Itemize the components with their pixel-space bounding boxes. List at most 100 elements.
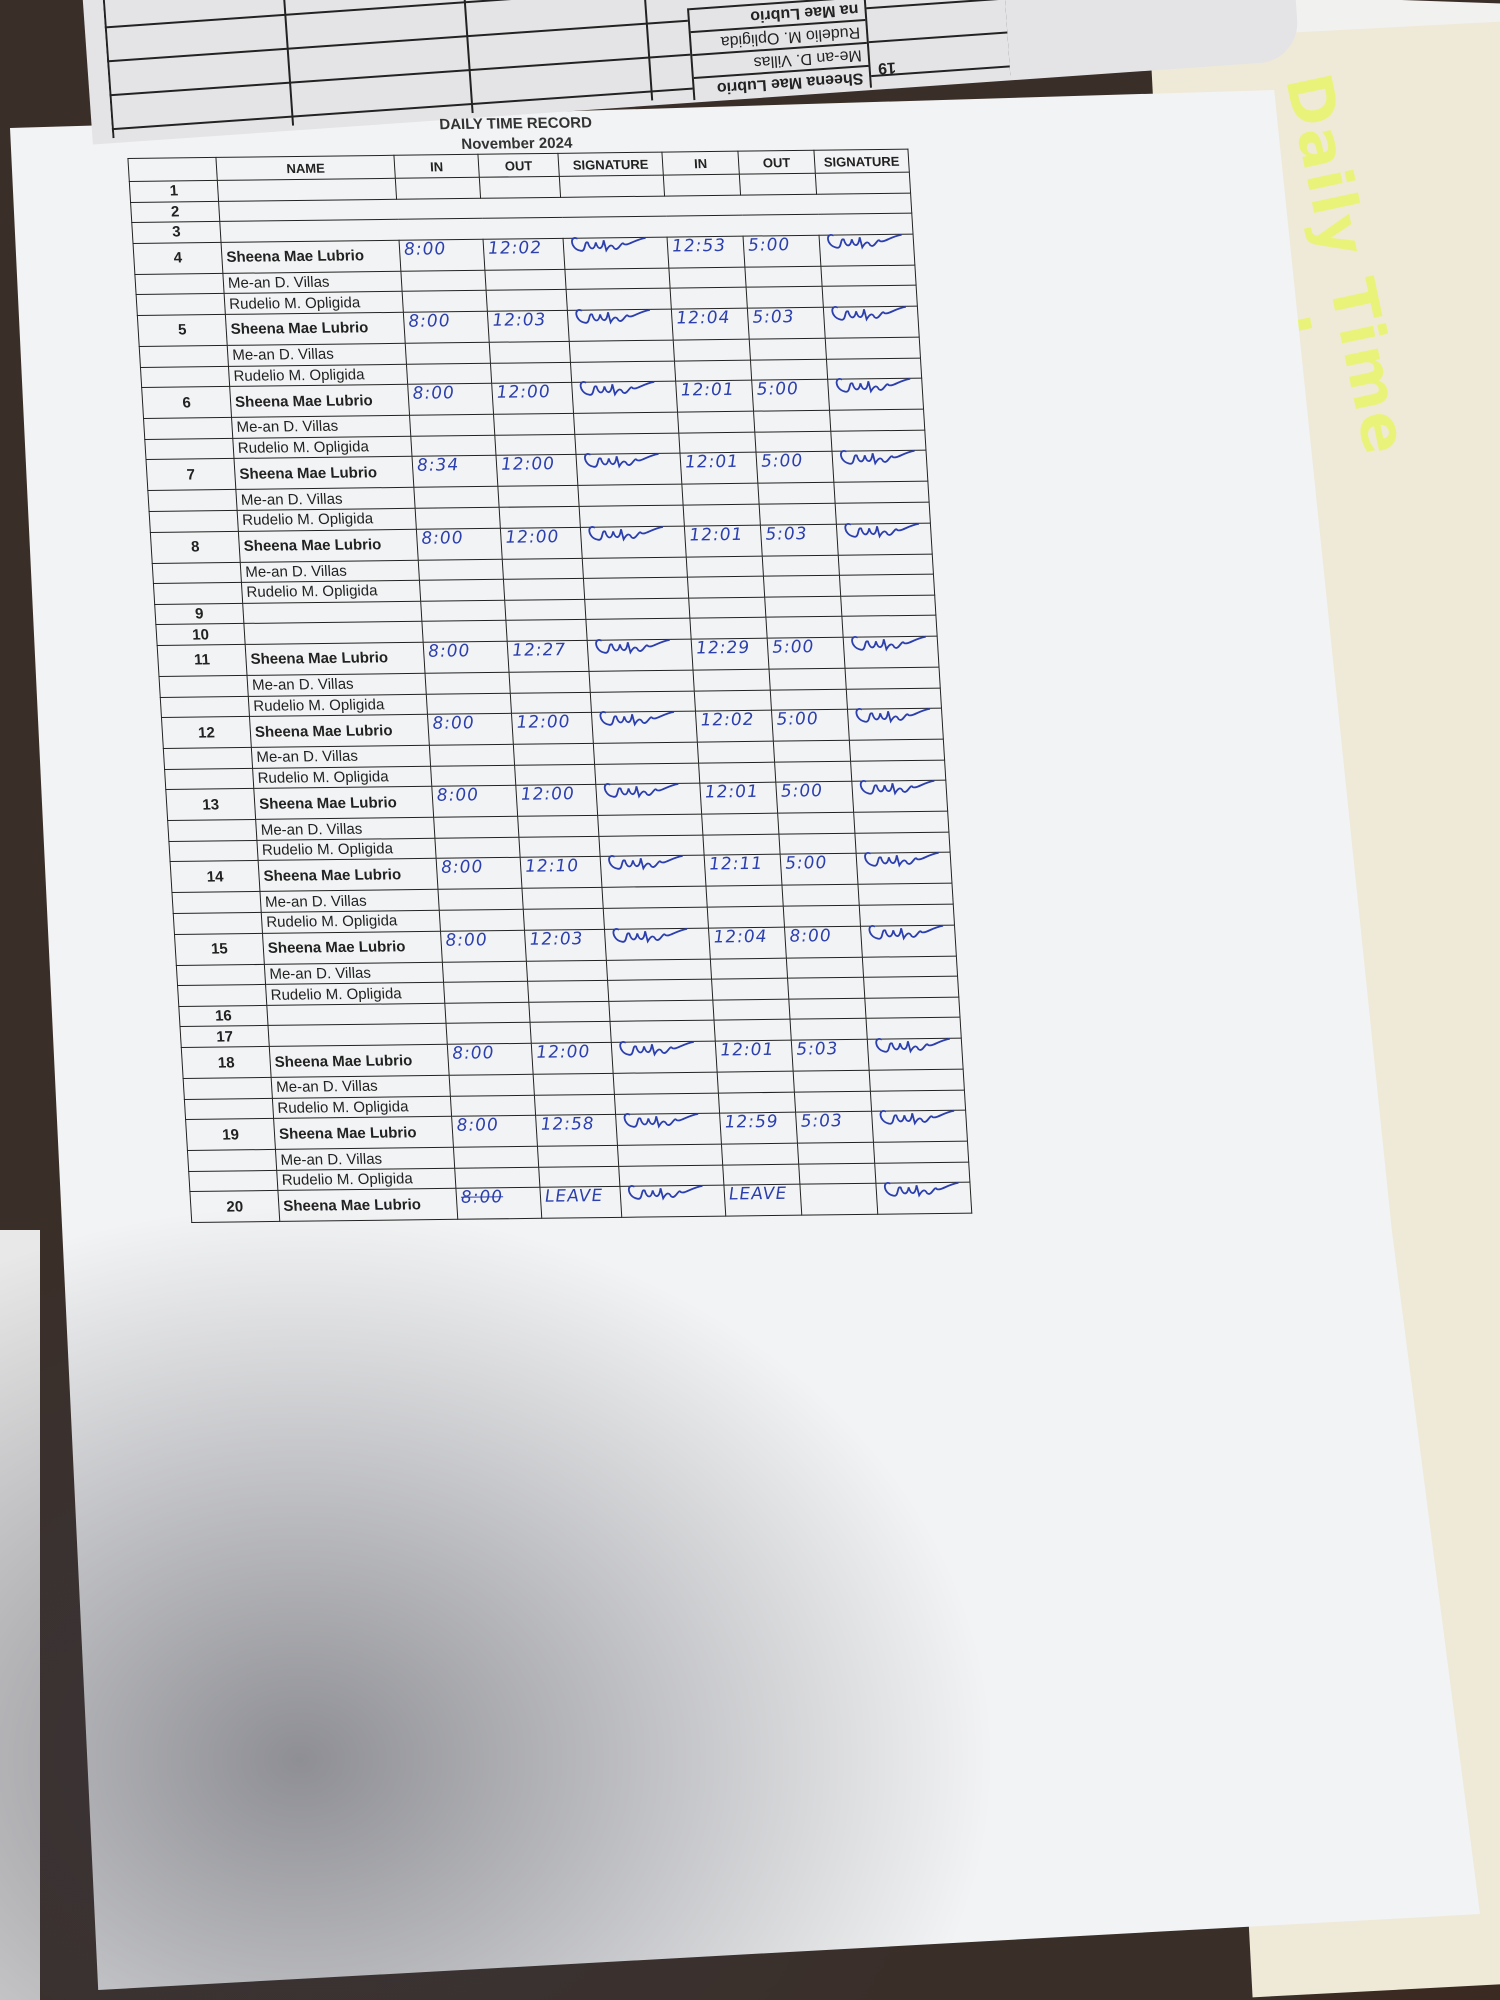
day-cell (176, 964, 266, 986)
pm-signature-cell (823, 305, 920, 339)
am-signature-cell (617, 1144, 723, 1167)
pm-time-out: 5:03 (800, 1111, 844, 1132)
pm-time-in: 12:53 (671, 235, 727, 257)
employee-name: Me-an D. Villas (264, 961, 444, 985)
pm-time-out-cell (754, 431, 833, 453)
column-header-am-out: OUT (477, 153, 560, 178)
pm-signature-cell (875, 1182, 972, 1215)
day-cell (168, 840, 259, 862)
day-cell (152, 561, 242, 584)
pm-time-in-cell: 12:04 (671, 307, 750, 341)
day-cell: 1 (129, 180, 219, 203)
signature-mark (864, 852, 939, 869)
day-cell: 7 (146, 458, 236, 491)
pm-time-in: 12:01 (719, 1039, 775, 1061)
pm-time-in-cell (722, 1163, 800, 1186)
signature-mark (571, 236, 646, 253)
employee-name: Rudelio M. Opligida (265, 982, 445, 1006)
am-signature-cell (563, 236, 669, 270)
am-time-out-cell (479, 176, 561, 198)
am-time-out-cell (484, 269, 567, 291)
am-time-in-cell (434, 837, 521, 859)
pm-signature-cell (838, 553, 934, 576)
day-cell: 11 (157, 644, 248, 677)
am-signature-cell (593, 742, 699, 765)
am-time-in-cell (444, 1002, 531, 1024)
pm-time-in-cell (678, 431, 757, 454)
am-time-in: 8:34 (416, 455, 460, 477)
day-cell (159, 675, 249, 697)
pm-time-out-cell: 5:00 (767, 637, 846, 670)
am-time-out-cell: 12:00 (491, 382, 574, 415)
pm-time-out-cell: 5:00 (771, 709, 850, 742)
day-cell: 14 (170, 860, 260, 893)
am-signature-cell (577, 484, 684, 507)
pm-time-out: 5:00 (756, 379, 800, 400)
pm-time-out-cell (773, 740, 851, 762)
am-time-out-cell (517, 815, 599, 838)
pm-signature-cell (853, 811, 949, 834)
pm-time-in-cell (686, 555, 764, 578)
signature-mark (884, 1182, 959, 1198)
am-time-in: 8:00 (451, 1043, 496, 1064)
day-cell: 20 (189, 1190, 280, 1223)
pm-time-in-cell (711, 978, 789, 1000)
am-time-in-cell: 8:00 (427, 713, 514, 746)
pm-time-out-cell: 5:00 (756, 451, 834, 484)
signature-mark (628, 1185, 703, 1202)
am-time-in: 8:00 (456, 1115, 500, 1136)
employee-name: Me-an D. Villas (227, 343, 407, 367)
day-cell: 19 (185, 1118, 276, 1151)
pm-signature-cell (867, 1037, 964, 1071)
am-time-in: 8:00 (420, 527, 465, 549)
pm-time-in: 12:01 (680, 380, 736, 401)
pm-time-in: 12:01 (704, 782, 760, 803)
am-signature-cell (613, 1072, 719, 1094)
pm-time-in: 12:04 (712, 926, 769, 948)
column-header-name: NAME (215, 155, 396, 181)
am-time-in-cell (429, 744, 515, 766)
signature-mark (575, 308, 651, 325)
am-signature-cell (584, 597, 690, 620)
signature-mark (608, 855, 683, 872)
day-cell (173, 912, 263, 935)
am-time-out: 12:00 (500, 454, 556, 476)
am-time-in: 8:00 (460, 1187, 504, 1209)
employee-name: Sheena Mae Lubrio (234, 456, 414, 490)
employee-name: Rudelio M. Opligida (237, 508, 417, 531)
pm-signature-cell (836, 522, 933, 555)
signature-mark (579, 381, 655, 397)
day-cell: 4 (133, 242, 223, 275)
pm-time-in-cell (717, 1071, 795, 1093)
day-cell: 18 (181, 1046, 272, 1079)
am-time-out: 12:00 (496, 382, 552, 403)
background-paper-left (0, 1230, 40, 2000)
signature-mark (619, 1040, 695, 1057)
pm-time-in-cell: 12:01 (699, 782, 778, 815)
pm-time-in: 12:04 (675, 307, 732, 329)
am-signature-cell (608, 999, 715, 1022)
signature-mark (868, 924, 944, 941)
pm-time-in: 12:02 (699, 709, 756, 731)
employee-name: Sheena Mae Lubrio (221, 240, 401, 274)
pm-time-in-cell: 12:01 (675, 380, 754, 413)
pm-signature-cell (820, 264, 917, 287)
am-time-in: 8:00 (427, 641, 472, 662)
pm-signature-cell (833, 481, 930, 504)
pm-time-out-cell (797, 1142, 875, 1164)
am-time-out: 12:00 (535, 1042, 591, 1063)
am-time-in-cell (418, 558, 504, 581)
pm-signature-cell (839, 574, 935, 596)
employee-name: Sheena Mae Lubrio (277, 1188, 458, 1222)
am-time-out: 12:58 (540, 1114, 596, 1135)
am-time-in-cell (437, 888, 524, 911)
employee-name: Rudelio M. Opligida (228, 363, 408, 387)
am-time-out-cell (509, 671, 591, 693)
employee-name: Rudelio M. Opligida (241, 580, 421, 604)
day-cell: 8 (150, 530, 241, 564)
am-time-out: 12:03 (528, 928, 585, 950)
am-time-in-cell (454, 1167, 540, 1189)
am-time-out-cell (499, 506, 581, 528)
pm-time-out-cell (790, 1018, 868, 1041)
am-signature-cell (597, 814, 703, 837)
